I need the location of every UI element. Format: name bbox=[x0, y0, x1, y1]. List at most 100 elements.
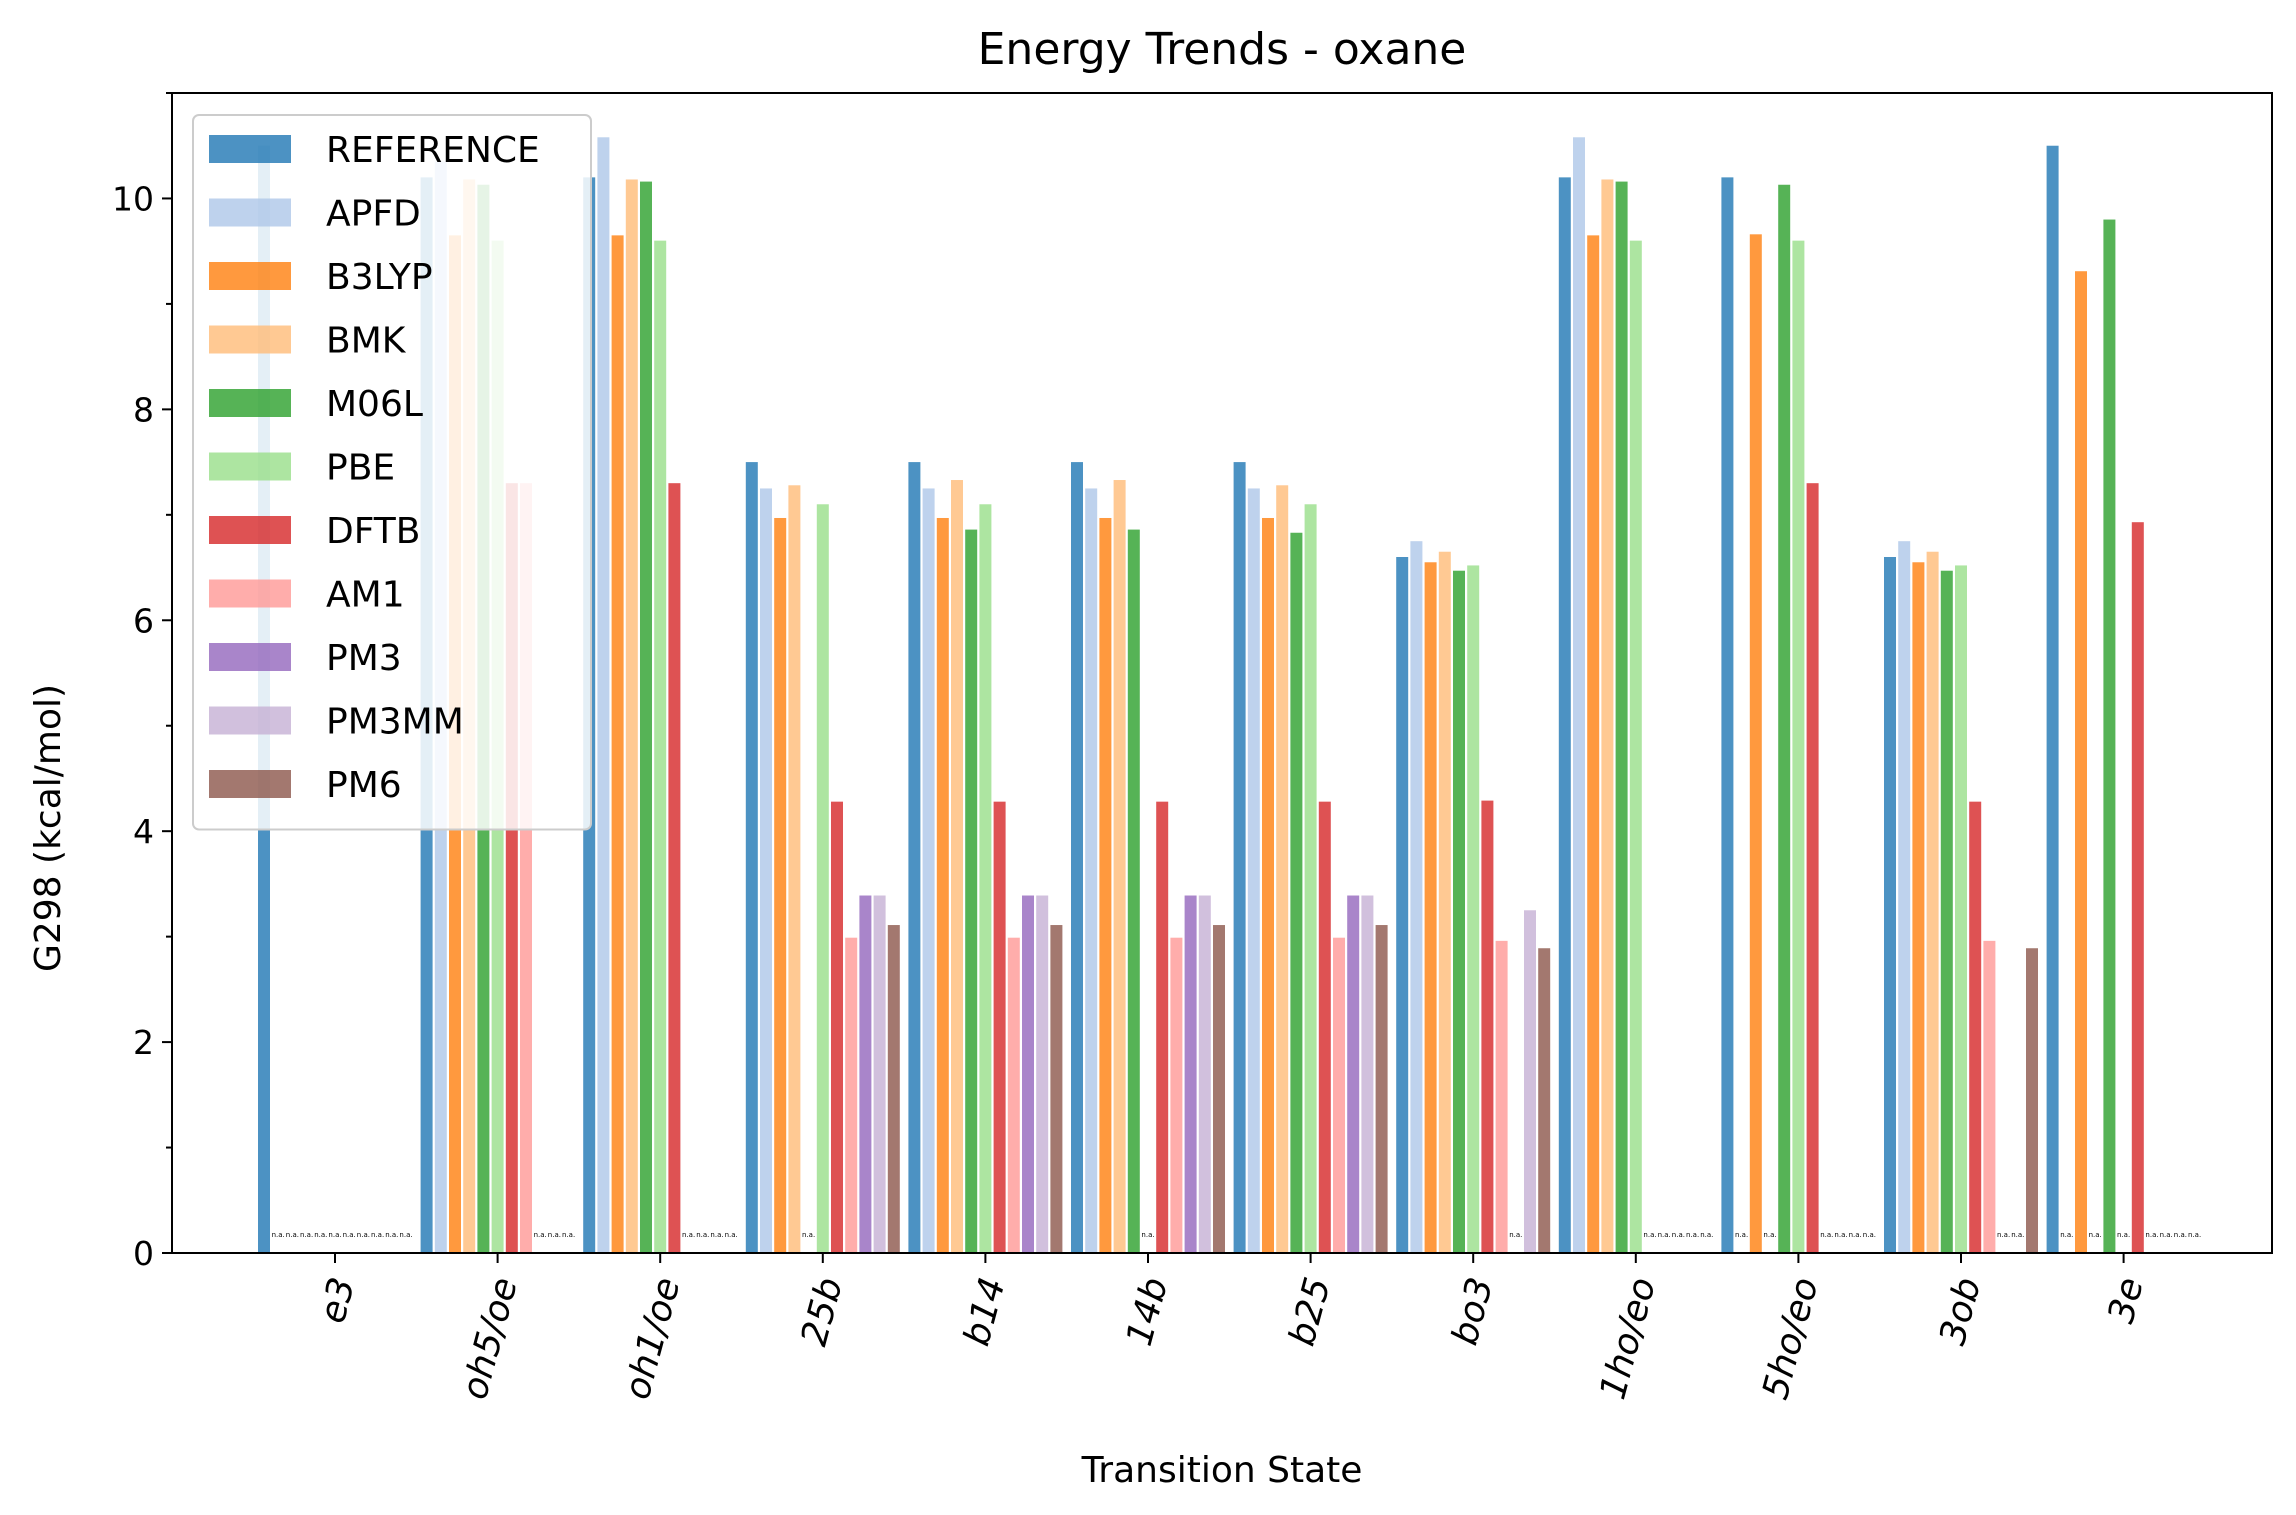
missing-value-label: n.a. bbox=[1834, 1231, 1847, 1239]
missing-value-label: n.a. bbox=[1643, 1231, 1656, 1239]
legend-label: B3LYP bbox=[326, 257, 433, 298]
bar bbox=[1983, 940, 1996, 1253]
bar bbox=[1721, 177, 1734, 1253]
missing-value-label: n.a. bbox=[696, 1231, 709, 1239]
missing-value-label: n.a. bbox=[371, 1231, 384, 1239]
missing-value-label: n.a. bbox=[2117, 1231, 2130, 1239]
legend-label: PBE bbox=[326, 448, 395, 489]
legend-label: AM1 bbox=[326, 575, 405, 616]
bar bbox=[1213, 925, 1225, 1253]
bar bbox=[1940, 570, 1953, 1253]
x-axis-label: Transition State bbox=[1081, 1450, 1363, 1491]
bar bbox=[760, 488, 772, 1253]
missing-value-label: n.a. bbox=[1997, 1231, 2010, 1239]
legend-swatch bbox=[209, 516, 291, 544]
bar bbox=[1926, 551, 1939, 1253]
missing-value-label: n.a. bbox=[1672, 1231, 1685, 1239]
bar bbox=[859, 895, 872, 1253]
bar bbox=[1085, 488, 1098, 1253]
legend-label: BMK bbox=[326, 321, 407, 362]
bar bbox=[625, 179, 638, 1253]
bar bbox=[1438, 551, 1451, 1253]
bar bbox=[668, 483, 681, 1253]
bar bbox=[1022, 895, 1034, 1253]
bar bbox=[1396, 557, 1409, 1253]
missing-value-label: n.a. bbox=[562, 1231, 575, 1239]
bar bbox=[1424, 562, 1437, 1253]
bar bbox=[654, 240, 667, 1254]
bar bbox=[951, 480, 963, 1253]
bar bbox=[965, 529, 978, 1253]
bar bbox=[2026, 948, 2038, 1253]
missing-value-label: n.a. bbox=[1509, 1231, 1522, 1239]
bar bbox=[922, 488, 935, 1253]
bar bbox=[1247, 488, 1260, 1253]
bar bbox=[1587, 235, 1600, 1253]
missing-value-label: n.a. bbox=[300, 1231, 313, 1239]
y-tick-label: 4 bbox=[133, 812, 154, 851]
bar bbox=[1898, 541, 1911, 1253]
missing-value-label: n.a. bbox=[2011, 1231, 2024, 1239]
legend-label: PM3 bbox=[326, 638, 402, 679]
missing-value-label: n.a. bbox=[272, 1231, 285, 1239]
bar bbox=[1198, 895, 1211, 1253]
bar bbox=[1304, 504, 1317, 1254]
missing-value-label: n.a. bbox=[725, 1231, 738, 1239]
bar bbox=[1333, 937, 1345, 1253]
missing-value-label: n.a. bbox=[286, 1231, 299, 1239]
missing-value-label: n.a. bbox=[682, 1231, 695, 1239]
missing-value-label: n.a. bbox=[399, 1231, 412, 1239]
bar bbox=[1113, 480, 1126, 1253]
bar bbox=[1410, 541, 1423, 1253]
missing-value-label: n.a. bbox=[1700, 1231, 1713, 1239]
bar bbox=[1467, 565, 1480, 1253]
bar bbox=[1453, 570, 1465, 1253]
bar bbox=[1375, 925, 1388, 1253]
bar bbox=[1318, 801, 1331, 1253]
bar bbox=[1629, 240, 1642, 1254]
bar bbox=[1184, 895, 1197, 1253]
legend-label: REFERENCE bbox=[326, 130, 540, 171]
missing-value-label: n.a. bbox=[1141, 1231, 1154, 1239]
bar bbox=[1573, 137, 1585, 1254]
missing-value-label: n.a. bbox=[1658, 1231, 1671, 1239]
bar bbox=[2103, 219, 2116, 1254]
missing-value-label: n.a. bbox=[385, 1231, 398, 1239]
bar bbox=[1347, 895, 1360, 1253]
bar bbox=[1495, 940, 1508, 1253]
bar bbox=[774, 517, 787, 1253]
missing-value-label: n.a. bbox=[1735, 1231, 1748, 1239]
missing-value-label: n.a. bbox=[1849, 1231, 1862, 1239]
bar bbox=[831, 801, 843, 1253]
bar bbox=[1262, 517, 1274, 1253]
missing-value-label: n.a. bbox=[548, 1231, 561, 1239]
bar bbox=[1806, 483, 1819, 1253]
missing-value-label: n.a. bbox=[1686, 1231, 1699, 1239]
bar bbox=[788, 485, 801, 1254]
bar bbox=[993, 801, 1006, 1253]
missing-value-label: n.a. bbox=[343, 1231, 356, 1239]
chart-title: Energy Trends - oxane bbox=[978, 24, 1467, 75]
bar bbox=[611, 235, 624, 1253]
y-tick-label: 8 bbox=[133, 390, 154, 429]
legend-swatch bbox=[209, 579, 291, 608]
missing-value-label: n.a. bbox=[328, 1231, 341, 1239]
bar bbox=[979, 504, 992, 1254]
legend-swatch bbox=[209, 643, 291, 671]
missing-value-label: n.a. bbox=[534, 1231, 547, 1239]
missing-value-label: n.a. bbox=[2174, 1231, 2187, 1239]
bar bbox=[1778, 184, 1791, 1253]
bar bbox=[908, 462, 921, 1253]
legend-swatch bbox=[209, 262, 291, 290]
bar bbox=[1036, 895, 1049, 1253]
bar bbox=[1792, 240, 1805, 1254]
bar bbox=[1276, 485, 1289, 1254]
missing-value-label: n.a. bbox=[1820, 1231, 1833, 1239]
bar bbox=[1156, 801, 1169, 1253]
missing-value-label: n.a. bbox=[1763, 1231, 1776, 1239]
missing-value-label: n.a. bbox=[2145, 1231, 2158, 1239]
y-tick-label: 0 bbox=[133, 1234, 154, 1273]
bar bbox=[1233, 462, 1246, 1253]
